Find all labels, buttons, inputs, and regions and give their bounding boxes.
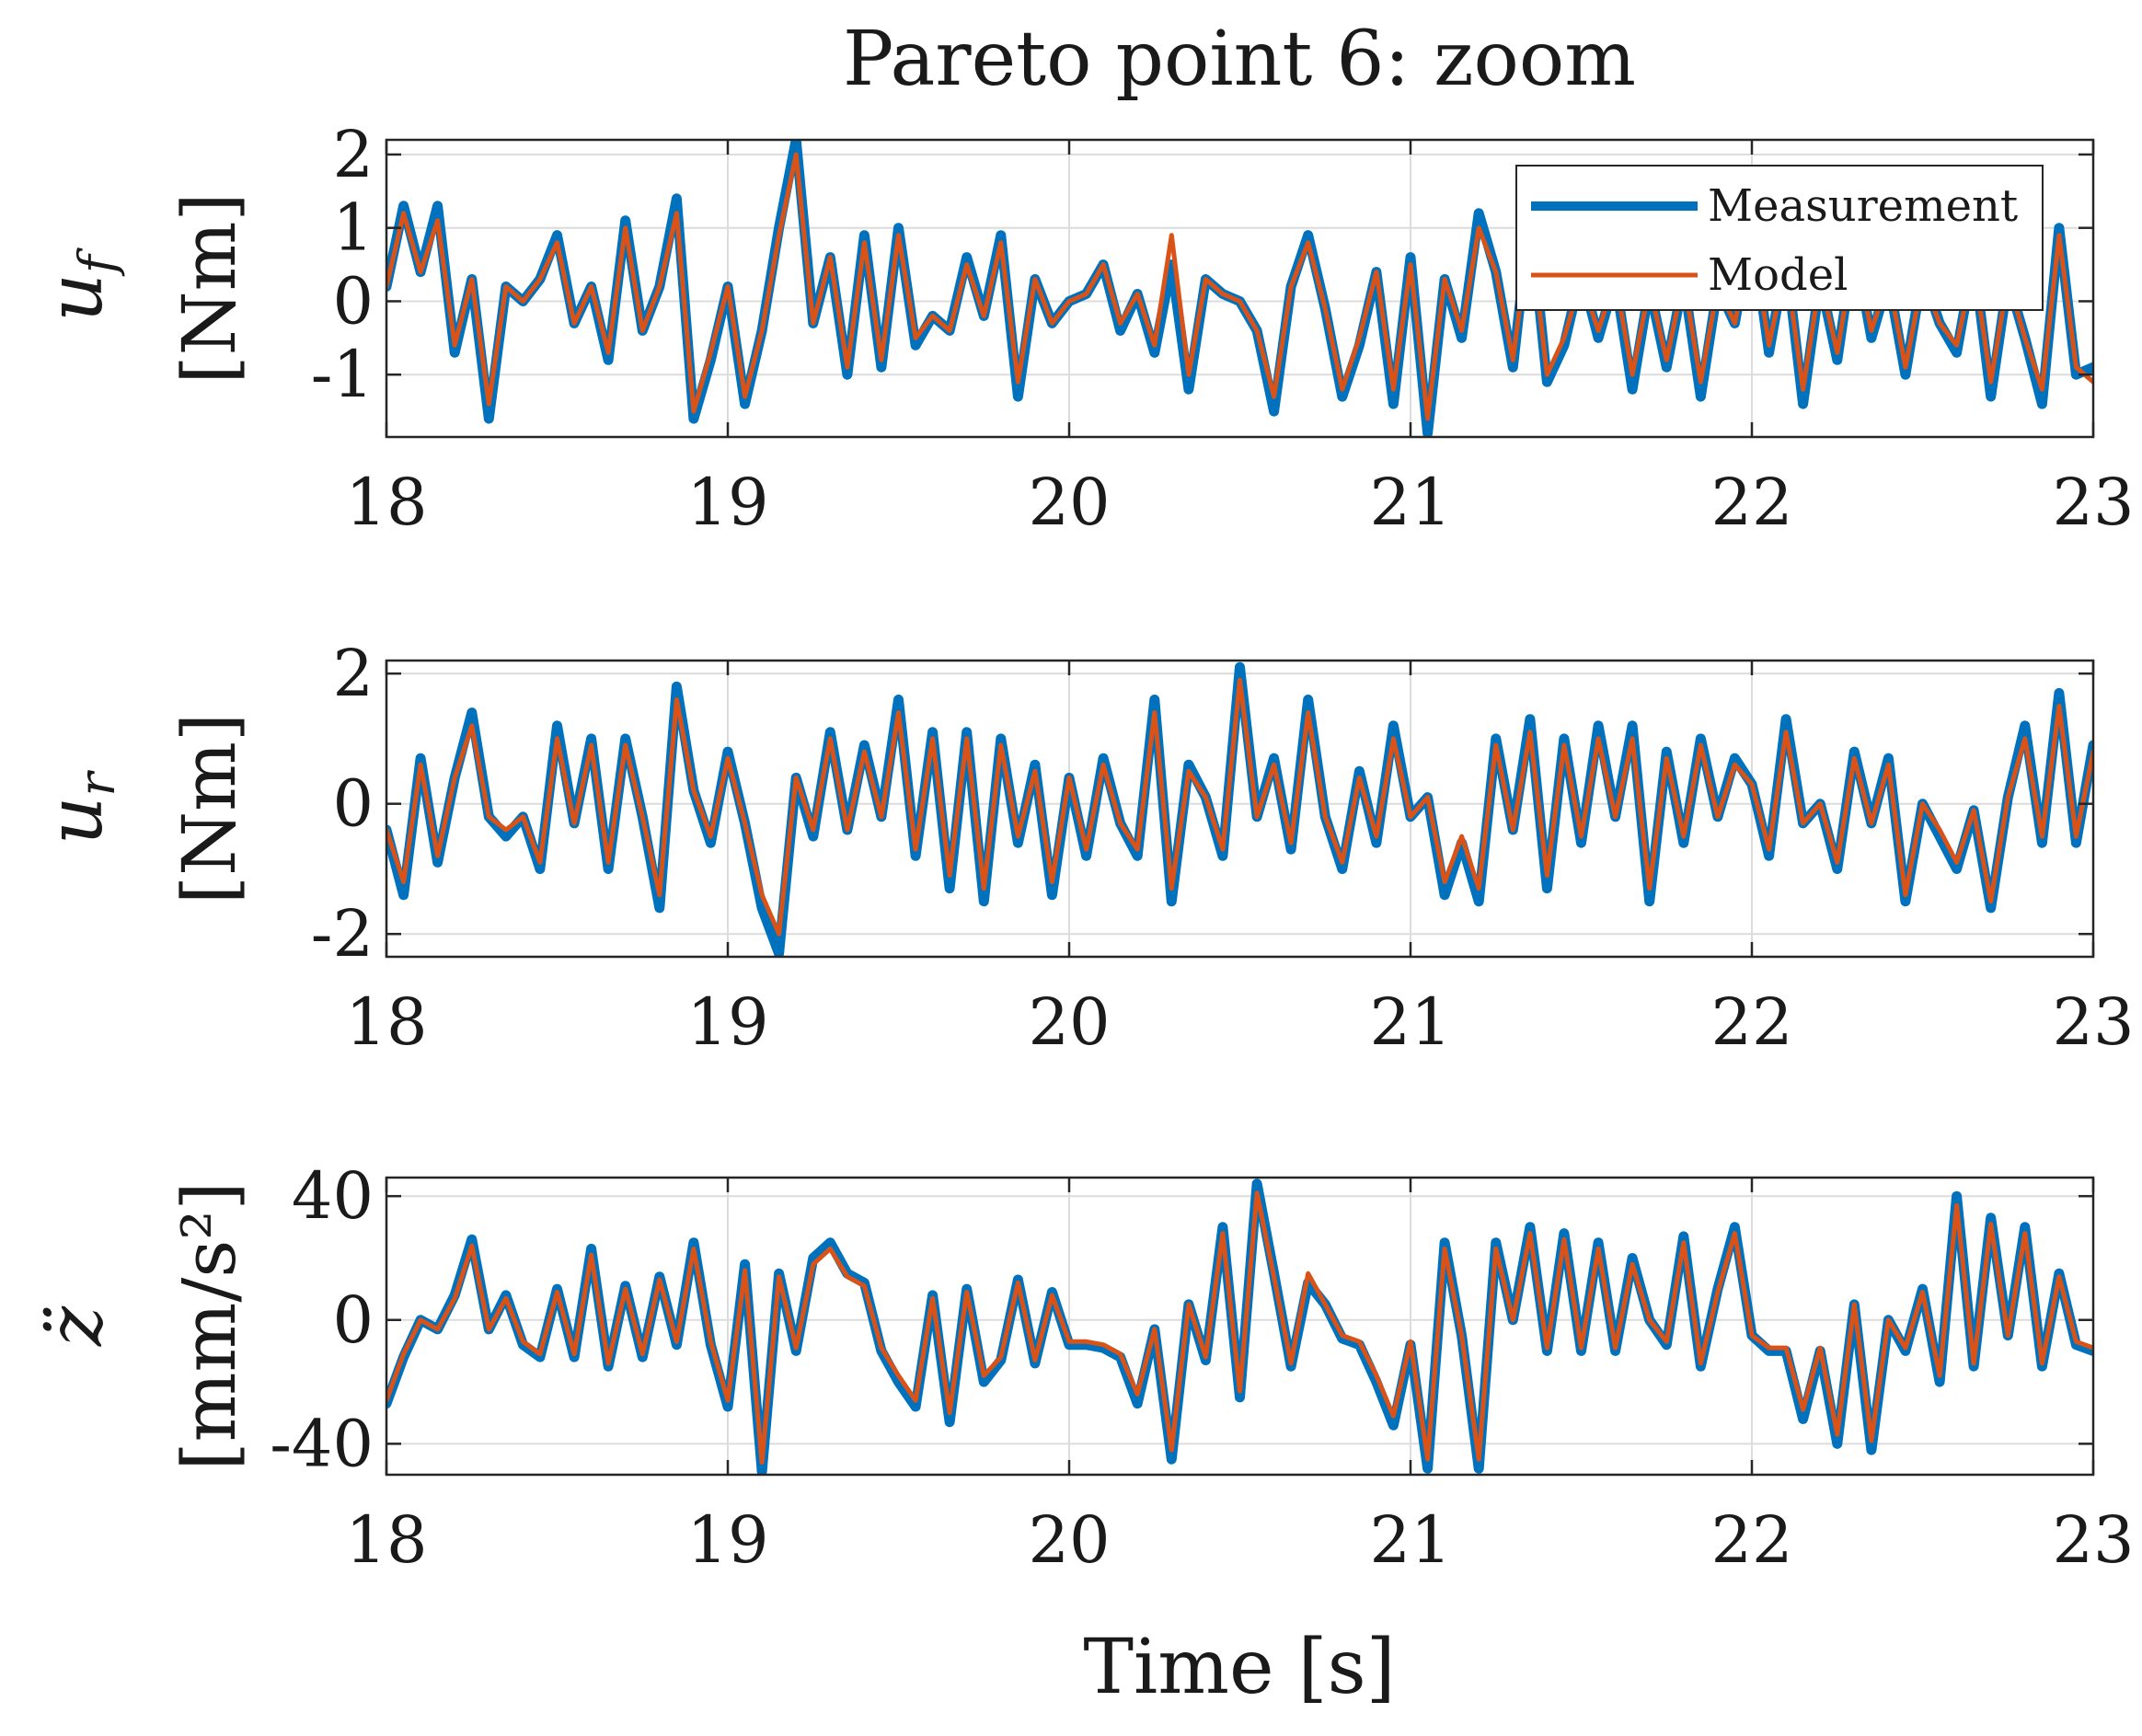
subplot-3: 18 19 20 21 22 23 -40 0 40 z̈ [mm/s²]: [32, 1158, 2135, 1578]
x-tick-label: 21: [1369, 465, 1451, 540]
x-tick-label: 22: [1710, 465, 1792, 540]
x-tick-label: 21: [1369, 1502, 1451, 1578]
x-tick-label: 23: [2052, 984, 2134, 1060]
x-tick-label: 22: [1710, 984, 1792, 1060]
x-tick-label: 20: [1028, 465, 1110, 540]
x-axis-label: Time [s]: [1083, 1624, 1395, 1711]
x-tick-label: 19: [686, 984, 768, 1060]
y-axis-label-unit: [Nm]: [167, 713, 252, 904]
y-tick-label: -40: [270, 1406, 374, 1481]
x-tick-label: 20: [1028, 984, 1110, 1060]
series-line-model: [386, 152, 2093, 421]
y-tick-label: 0: [332, 1282, 374, 1358]
legend-box: [1515, 165, 2044, 311]
y-axis-label-symbol: z̈: [32, 1305, 120, 1347]
axes-frame: [385, 1176, 2095, 1477]
x-tick-label: 22: [1710, 1502, 1792, 1578]
y-tick-label: -2: [311, 896, 374, 971]
legend: Measurement Model: [1515, 165, 2044, 311]
x-tick-label: 18: [345, 465, 427, 540]
x-tick-label: 19: [686, 465, 768, 540]
legend-label-model: Model: [1708, 249, 1848, 301]
series-line-model: [386, 1190, 2093, 1465]
legend-label-measurement: Measurement: [1708, 180, 2018, 232]
x-tick-label: 19: [686, 1502, 768, 1578]
y-tick-label: -1: [311, 337, 374, 412]
x-tick-label: 23: [2052, 465, 2134, 540]
y-tick-label: 2: [332, 636, 374, 711]
y-tick-label: 2: [332, 117, 374, 192]
x-tick-label: 23: [2052, 1502, 2134, 1578]
axes-frame: [385, 659, 2095, 959]
y-tick-label: 0: [332, 263, 374, 339]
x-tick-label: 21: [1369, 984, 1451, 1060]
y-tick-label: 40: [292, 1158, 374, 1234]
x-tick-label: 20: [1028, 1502, 1110, 1578]
x-tick-label: 18: [345, 984, 427, 1060]
y-tick-label: 1: [332, 190, 374, 266]
figure-title: Pareto point 6: zoom: [843, 16, 1636, 103]
y-axis-label-symbol: ur: [32, 770, 126, 845]
axes-frame: [385, 138, 2095, 439]
series-line-model: [386, 677, 2093, 937]
x-tick-label: 18: [345, 1502, 427, 1578]
subplot-2: 18 19 20 21 22 23 -2 0 2 ur [Nm]: [32, 636, 2135, 1060]
y-axis-label-unit: [Nm]: [167, 192, 252, 384]
y-tick-label: 0: [332, 766, 374, 842]
y-axis-label-unit: [mm/s²]: [167, 1181, 252, 1470]
